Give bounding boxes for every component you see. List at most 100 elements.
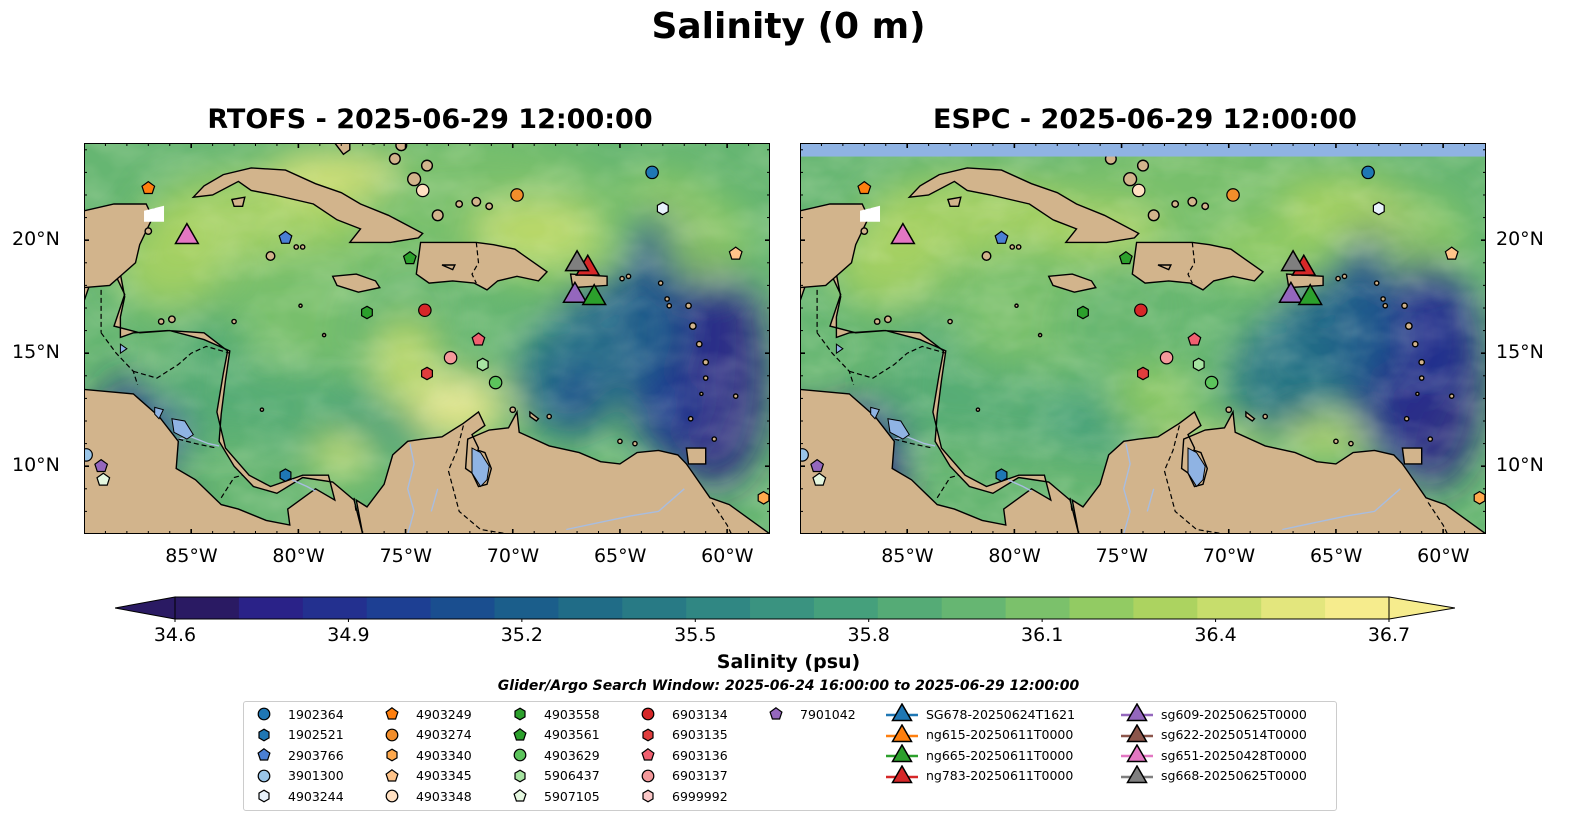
legend-item-argo-4903561: 4903561	[508, 725, 600, 745]
argo-marker	[385, 728, 399, 741]
triangle-marker-icon	[886, 723, 918, 742]
legend-label: 4903244	[288, 788, 344, 804]
hexagon-marker-icon	[258, 789, 270, 803]
legend-label: 4903274	[416, 727, 472, 742]
island	[1403, 415, 1410, 422]
lake	[171, 418, 194, 440]
island	[431, 209, 444, 222]
legend-label: 1902364	[288, 706, 344, 722]
pentagon-marker-icon	[513, 727, 527, 741]
argo-6903134	[418, 303, 432, 318]
legend-label: 7901042	[800, 706, 856, 722]
island	[1335, 275, 1341, 282]
legend-item-glider-ng615-20250611T0000: ng615-20250611T0000	[884, 723, 1073, 745]
island	[1201, 202, 1210, 211]
legend-label: ng665-20250611T0000	[926, 747, 1074, 763]
triangle-marker-icon	[886, 764, 918, 783]
island	[259, 407, 265, 413]
island	[1037, 332, 1043, 338]
argo-4903348	[1131, 183, 1146, 198]
argo-4903558	[1077, 305, 1089, 320]
island	[883, 315, 892, 324]
legend-label: 4903561	[544, 727, 600, 742]
land-hispaniola	[1131, 241, 1265, 291]
island	[1147, 209, 1160, 222]
hexagon-marker-icon	[642, 789, 654, 803]
island	[1415, 391, 1420, 397]
island	[625, 273, 632, 280]
rtofs-lon-tick-label: 85°W	[165, 545, 218, 567]
argo-4903345	[728, 246, 743, 260]
legend-item-argo-6999992: 6999992	[636, 786, 728, 806]
argo-3901300	[84, 448, 93, 462]
island	[1382, 302, 1389, 309]
glider-ng665-20250611T0000	[581, 283, 607, 306]
argo-4903561	[1118, 250, 1133, 265]
glider-sg609-20250625T0000	[1278, 280, 1304, 303]
island	[1171, 200, 1180, 208]
land-central-america	[800, 257, 1080, 534]
espc-salinity-map	[800, 143, 1486, 534]
argo-marker	[513, 748, 527, 762]
pentagon-marker-icon	[257, 748, 271, 761]
pentagon-marker-icon	[385, 707, 399, 720]
argo-4903629	[488, 375, 503, 390]
argo-6903135	[1137, 366, 1149, 381]
colorbar-tick-label: 35.5	[674, 624, 717, 646]
legend-item-argo-4903340: 4903340	[380, 745, 472, 765]
land-central-america	[84, 257, 364, 534]
argo-marker	[257, 769, 271, 782]
colorbar-tick-label: 35.2	[500, 624, 543, 646]
island	[1427, 436, 1434, 442]
argo-marker	[642, 789, 654, 803]
argo-marker	[514, 707, 526, 721]
colorbar-tick-label: 36.4	[1194, 624, 1237, 646]
island	[293, 244, 300, 250]
island	[975, 407, 981, 413]
colorbar-swatch	[1133, 597, 1198, 619]
triangle-marker-icon	[1121, 723, 1153, 742]
island	[732, 393, 739, 399]
island	[860, 227, 869, 236]
argo-1902364	[645, 165, 659, 180]
island	[1015, 244, 1022, 250]
island	[395, 143, 408, 152]
legend-label: 6903135	[672, 727, 728, 742]
island	[947, 318, 953, 325]
lake	[835, 343, 844, 355]
land-curacao	[1245, 410, 1256, 422]
colorbar-tick-label: 34.6	[153, 624, 197, 646]
legend-item-argo-5907105: 5907105	[508, 786, 600, 806]
legend-label: sg651-20250428T0000	[1161, 747, 1307, 763]
legend-item-glider-sg668-20250625T0000: sg668-20250625T0000	[1119, 764, 1307, 786]
legend-item-argo-5906437: 5906437	[508, 766, 600, 786]
island	[664, 296, 670, 302]
land-isla-juventud	[230, 196, 246, 207]
island	[619, 275, 625, 282]
legend-label: 6999992	[672, 788, 728, 804]
argo-1902521	[995, 468, 1008, 483]
pentagon-marker-icon	[385, 768, 399, 782]
espc-lon-tick-label: 75°W	[1095, 545, 1149, 567]
hexagon-marker-icon	[514, 707, 526, 721]
legend-label: 4903558	[544, 706, 600, 722]
argo-6903136	[471, 332, 486, 346]
island	[1123, 172, 1138, 187]
espc-lon-tick-label: 60°W	[1417, 545, 1470, 567]
rtofs-lat-tick-label: 20°N	[12, 228, 60, 251]
legend-item-glider-sg609-20250625T0000: sg609-20250625T0000	[1119, 703, 1307, 724]
legend-item-argo-4903348: 4903348	[380, 786, 472, 806]
espc-lon-tick-label: 65°W	[1309, 545, 1363, 567]
glider-marker	[1126, 764, 1148, 783]
island	[509, 406, 517, 414]
white-patch	[144, 205, 165, 222]
legend-label: sg609-20250625T0000	[1161, 706, 1307, 722]
rtofs-lon-tick-label: 80°W	[272, 545, 325, 567]
legend-label: 4903249	[416, 706, 472, 722]
rtofs-lon-tick-label: 65°W	[593, 545, 647, 567]
legend-label: SG678-20250624T1621	[926, 706, 1076, 722]
colorbar-under-arrow	[115, 596, 176, 620]
legend-item-argo-4903249: 4903249	[380, 704, 472, 724]
island	[1373, 280, 1380, 286]
island	[546, 413, 553, 420]
